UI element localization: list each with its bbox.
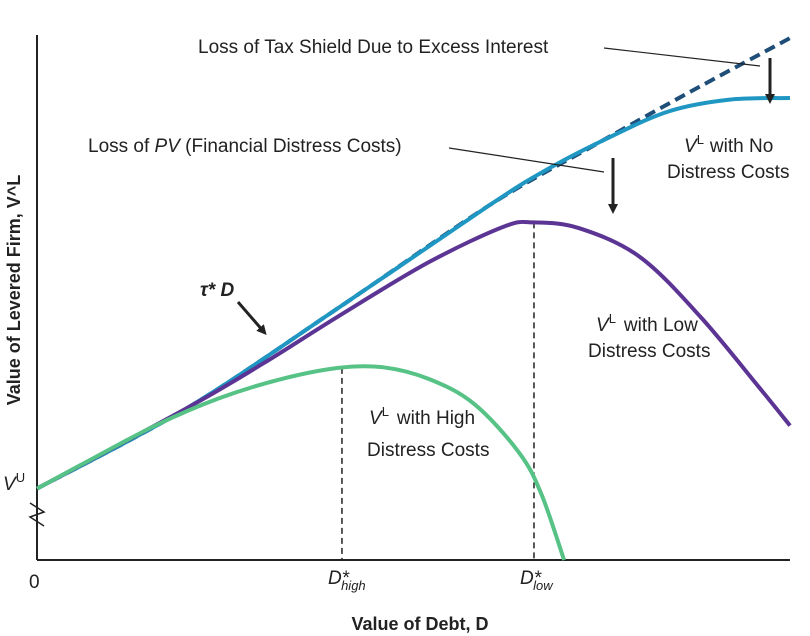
low-distress-label: VL with Low Distress Costs bbox=[588, 311, 710, 362]
x-tick-d-star-low: D*low bbox=[520, 568, 554, 593]
x-tick-d-star-high: D*high bbox=[328, 568, 366, 593]
high-distress-curve bbox=[36, 364, 566, 561]
svg-text:Distress Costs: Distress Costs bbox=[667, 162, 789, 183]
x-axis-title: Value of Debt, D bbox=[351, 614, 488, 634]
high-distress-label: VL with High Distress Costs bbox=[367, 404, 489, 461]
svg-text:Distress Costs: Distress Costs bbox=[367, 440, 489, 461]
low-distress-curve bbox=[36, 219, 792, 491]
svg-text:Distress Costs: Distress Costs bbox=[588, 341, 710, 362]
axis-break-mark bbox=[28, 502, 46, 527]
tau-d-label: τ* D bbox=[200, 280, 234, 301]
tax-shield-loss-leader bbox=[603, 47, 761, 67]
y-axis-title: Value of Levered Firm, V^L bbox=[4, 175, 24, 406]
pv-loss-leader bbox=[448, 147, 605, 173]
vu-label: VU bbox=[3, 470, 25, 495]
pv-loss-label: Loss of PV (Financial Distress Costs) bbox=[88, 136, 402, 157]
origin-label: 0 bbox=[29, 572, 40, 593]
tau-d-arrow bbox=[236, 301, 267, 336]
tax-shield-loss-label: Loss of Tax Shield Due to Excess Interes… bbox=[198, 37, 549, 58]
no-distress-label: VL with No Distress Costs bbox=[667, 132, 789, 183]
